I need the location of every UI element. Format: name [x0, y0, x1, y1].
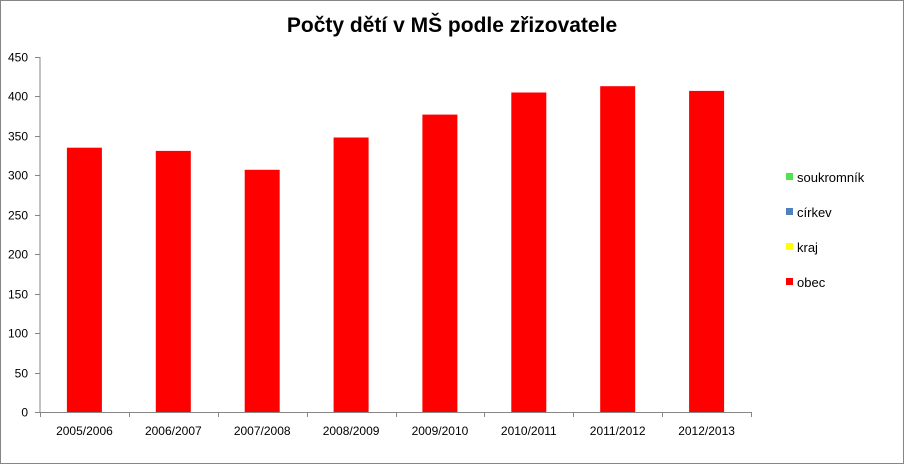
bar-obec: [600, 86, 636, 412]
bar-obec: [422, 114, 458, 412]
bars: [66, 86, 725, 413]
bar-obec: [333, 137, 369, 412]
y-tick-label: 400: [8, 90, 28, 104]
x-tick-label: 2006/2007: [145, 424, 202, 438]
x-tick-label: 2008/2009: [323, 424, 380, 438]
legend-swatch: [786, 173, 793, 180]
legend-swatch: [786, 278, 793, 285]
x-tick-label: 2005/2006: [56, 424, 113, 438]
x-tick-label: 2007/2008: [234, 424, 291, 438]
y-tick-label: 350: [8, 130, 28, 144]
legend-label: kraj: [797, 240, 818, 255]
y-tick-label: 450: [8, 51, 28, 65]
y-tick-label: 200: [8, 248, 28, 262]
legend-swatch: [786, 208, 793, 215]
y-tick-label: 150: [8, 288, 28, 302]
y-axis: 0 50 100 150 200 250 300 350 400 450: [8, 51, 41, 420]
bar-obec: [689, 90, 725, 413]
bar-obec: [66, 147, 102, 412]
bar-obec: [244, 169, 280, 412]
bar-obec: [155, 150, 191, 412]
chart-title: Počty dětí v MŠ podle zřizovatele: [286, 14, 618, 37]
legend: soukromník církev kraj obec: [786, 170, 865, 290]
x-tick-label: 2010/2011: [501, 424, 557, 438]
legend-label: církev: [797, 205, 832, 220]
y-tick-label: 100: [8, 327, 28, 341]
bar-obec: [511, 92, 547, 412]
y-tick-label: 300: [8, 169, 28, 183]
x-tick-label: 2009/2010: [412, 424, 469, 438]
legend-swatch: [786, 243, 793, 250]
legend-label: soukromník: [797, 170, 865, 185]
y-tick-label: 250: [8, 209, 28, 223]
legend-label: obec: [797, 275, 826, 290]
y-tick-label: 50: [15, 367, 29, 381]
x-tick-label: 2011/2012: [590, 424, 646, 438]
x-tick-label: 2012/2013: [678, 424, 735, 438]
y-tick-label: 0: [21, 406, 28, 420]
x-axis: 2005/2006 2006/2007 2007/2008 2008/2009 2009…: [40, 412, 752, 438]
